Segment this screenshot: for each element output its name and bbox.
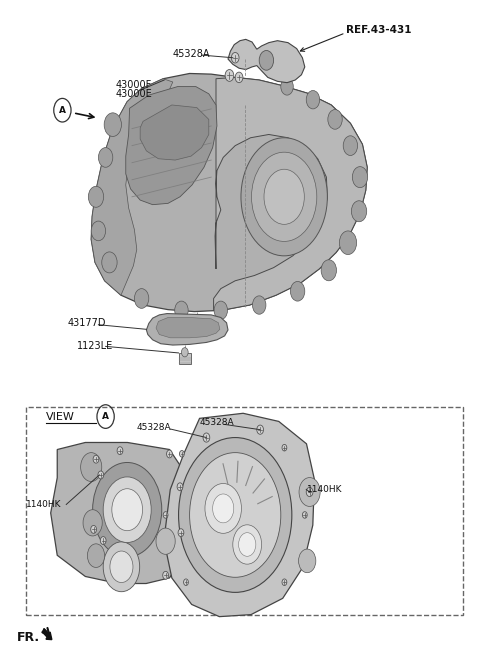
Circle shape xyxy=(102,252,117,273)
Text: 1123LE: 1123LE xyxy=(77,341,113,352)
Circle shape xyxy=(104,113,121,136)
FancyArrow shape xyxy=(42,629,52,640)
Circle shape xyxy=(174,482,191,505)
Circle shape xyxy=(93,455,99,463)
Polygon shape xyxy=(228,39,305,83)
Circle shape xyxy=(302,512,307,518)
Circle shape xyxy=(343,136,358,155)
Circle shape xyxy=(321,260,336,281)
Circle shape xyxy=(156,528,175,554)
Circle shape xyxy=(282,444,287,451)
Text: A: A xyxy=(59,106,66,115)
Text: FR.: FR. xyxy=(17,631,40,644)
Circle shape xyxy=(328,110,342,129)
Circle shape xyxy=(91,221,106,241)
Circle shape xyxy=(117,447,123,455)
Polygon shape xyxy=(156,318,220,338)
Text: REF.43-431: REF.43-431 xyxy=(346,24,411,35)
Text: 43000E: 43000E xyxy=(115,89,152,100)
Circle shape xyxy=(180,451,184,457)
Circle shape xyxy=(205,483,241,533)
Polygon shape xyxy=(140,105,209,160)
Text: 43000F: 43000F xyxy=(115,80,152,91)
Circle shape xyxy=(225,70,234,81)
Circle shape xyxy=(190,453,281,577)
Circle shape xyxy=(290,281,305,301)
Text: 1140HK: 1140HK xyxy=(26,500,62,509)
Circle shape xyxy=(167,450,172,458)
Circle shape xyxy=(299,478,320,506)
Circle shape xyxy=(203,433,210,442)
Circle shape xyxy=(98,148,113,167)
Bar xyxy=(179,353,191,364)
Circle shape xyxy=(264,169,304,224)
Circle shape xyxy=(163,512,168,518)
Polygon shape xyxy=(91,73,367,312)
Polygon shape xyxy=(126,87,217,205)
Polygon shape xyxy=(146,314,228,345)
Circle shape xyxy=(352,167,368,188)
Circle shape xyxy=(87,544,105,567)
Circle shape xyxy=(213,494,234,523)
Text: 1140HK: 1140HK xyxy=(307,485,343,494)
Circle shape xyxy=(110,551,133,583)
Circle shape xyxy=(339,231,357,255)
Text: 45328A: 45328A xyxy=(137,423,171,432)
Circle shape xyxy=(282,579,287,586)
Circle shape xyxy=(81,453,102,482)
Circle shape xyxy=(235,72,243,83)
Circle shape xyxy=(100,537,106,544)
Circle shape xyxy=(177,483,183,491)
Text: A: A xyxy=(102,412,109,421)
Circle shape xyxy=(103,477,151,543)
Circle shape xyxy=(231,52,239,63)
Circle shape xyxy=(88,186,104,207)
Circle shape xyxy=(98,471,104,479)
Circle shape xyxy=(259,51,274,70)
Circle shape xyxy=(83,510,102,536)
Text: 45328A: 45328A xyxy=(199,418,234,427)
Circle shape xyxy=(91,525,96,533)
Polygon shape xyxy=(91,79,173,295)
Circle shape xyxy=(299,549,316,573)
Circle shape xyxy=(179,438,292,592)
Polygon shape xyxy=(164,413,314,617)
Circle shape xyxy=(306,91,320,109)
Circle shape xyxy=(103,542,140,592)
Circle shape xyxy=(239,533,256,556)
Circle shape xyxy=(281,78,293,95)
Circle shape xyxy=(252,152,317,241)
Text: 45328A: 45328A xyxy=(173,49,210,59)
Circle shape xyxy=(351,201,367,222)
Polygon shape xyxy=(51,442,183,584)
Circle shape xyxy=(175,301,188,319)
Circle shape xyxy=(214,301,228,319)
Circle shape xyxy=(163,571,168,579)
Circle shape xyxy=(257,425,264,434)
Polygon shape xyxy=(214,77,367,310)
Text: VIEW: VIEW xyxy=(46,411,74,422)
Text: 43177D: 43177D xyxy=(67,318,106,328)
Circle shape xyxy=(252,296,266,314)
Circle shape xyxy=(306,487,313,497)
Circle shape xyxy=(93,462,162,557)
Circle shape xyxy=(183,579,188,586)
Circle shape xyxy=(241,138,327,256)
Circle shape xyxy=(181,348,188,357)
Circle shape xyxy=(134,289,149,308)
Circle shape xyxy=(112,489,143,531)
Circle shape xyxy=(178,529,184,537)
Circle shape xyxy=(233,525,262,564)
